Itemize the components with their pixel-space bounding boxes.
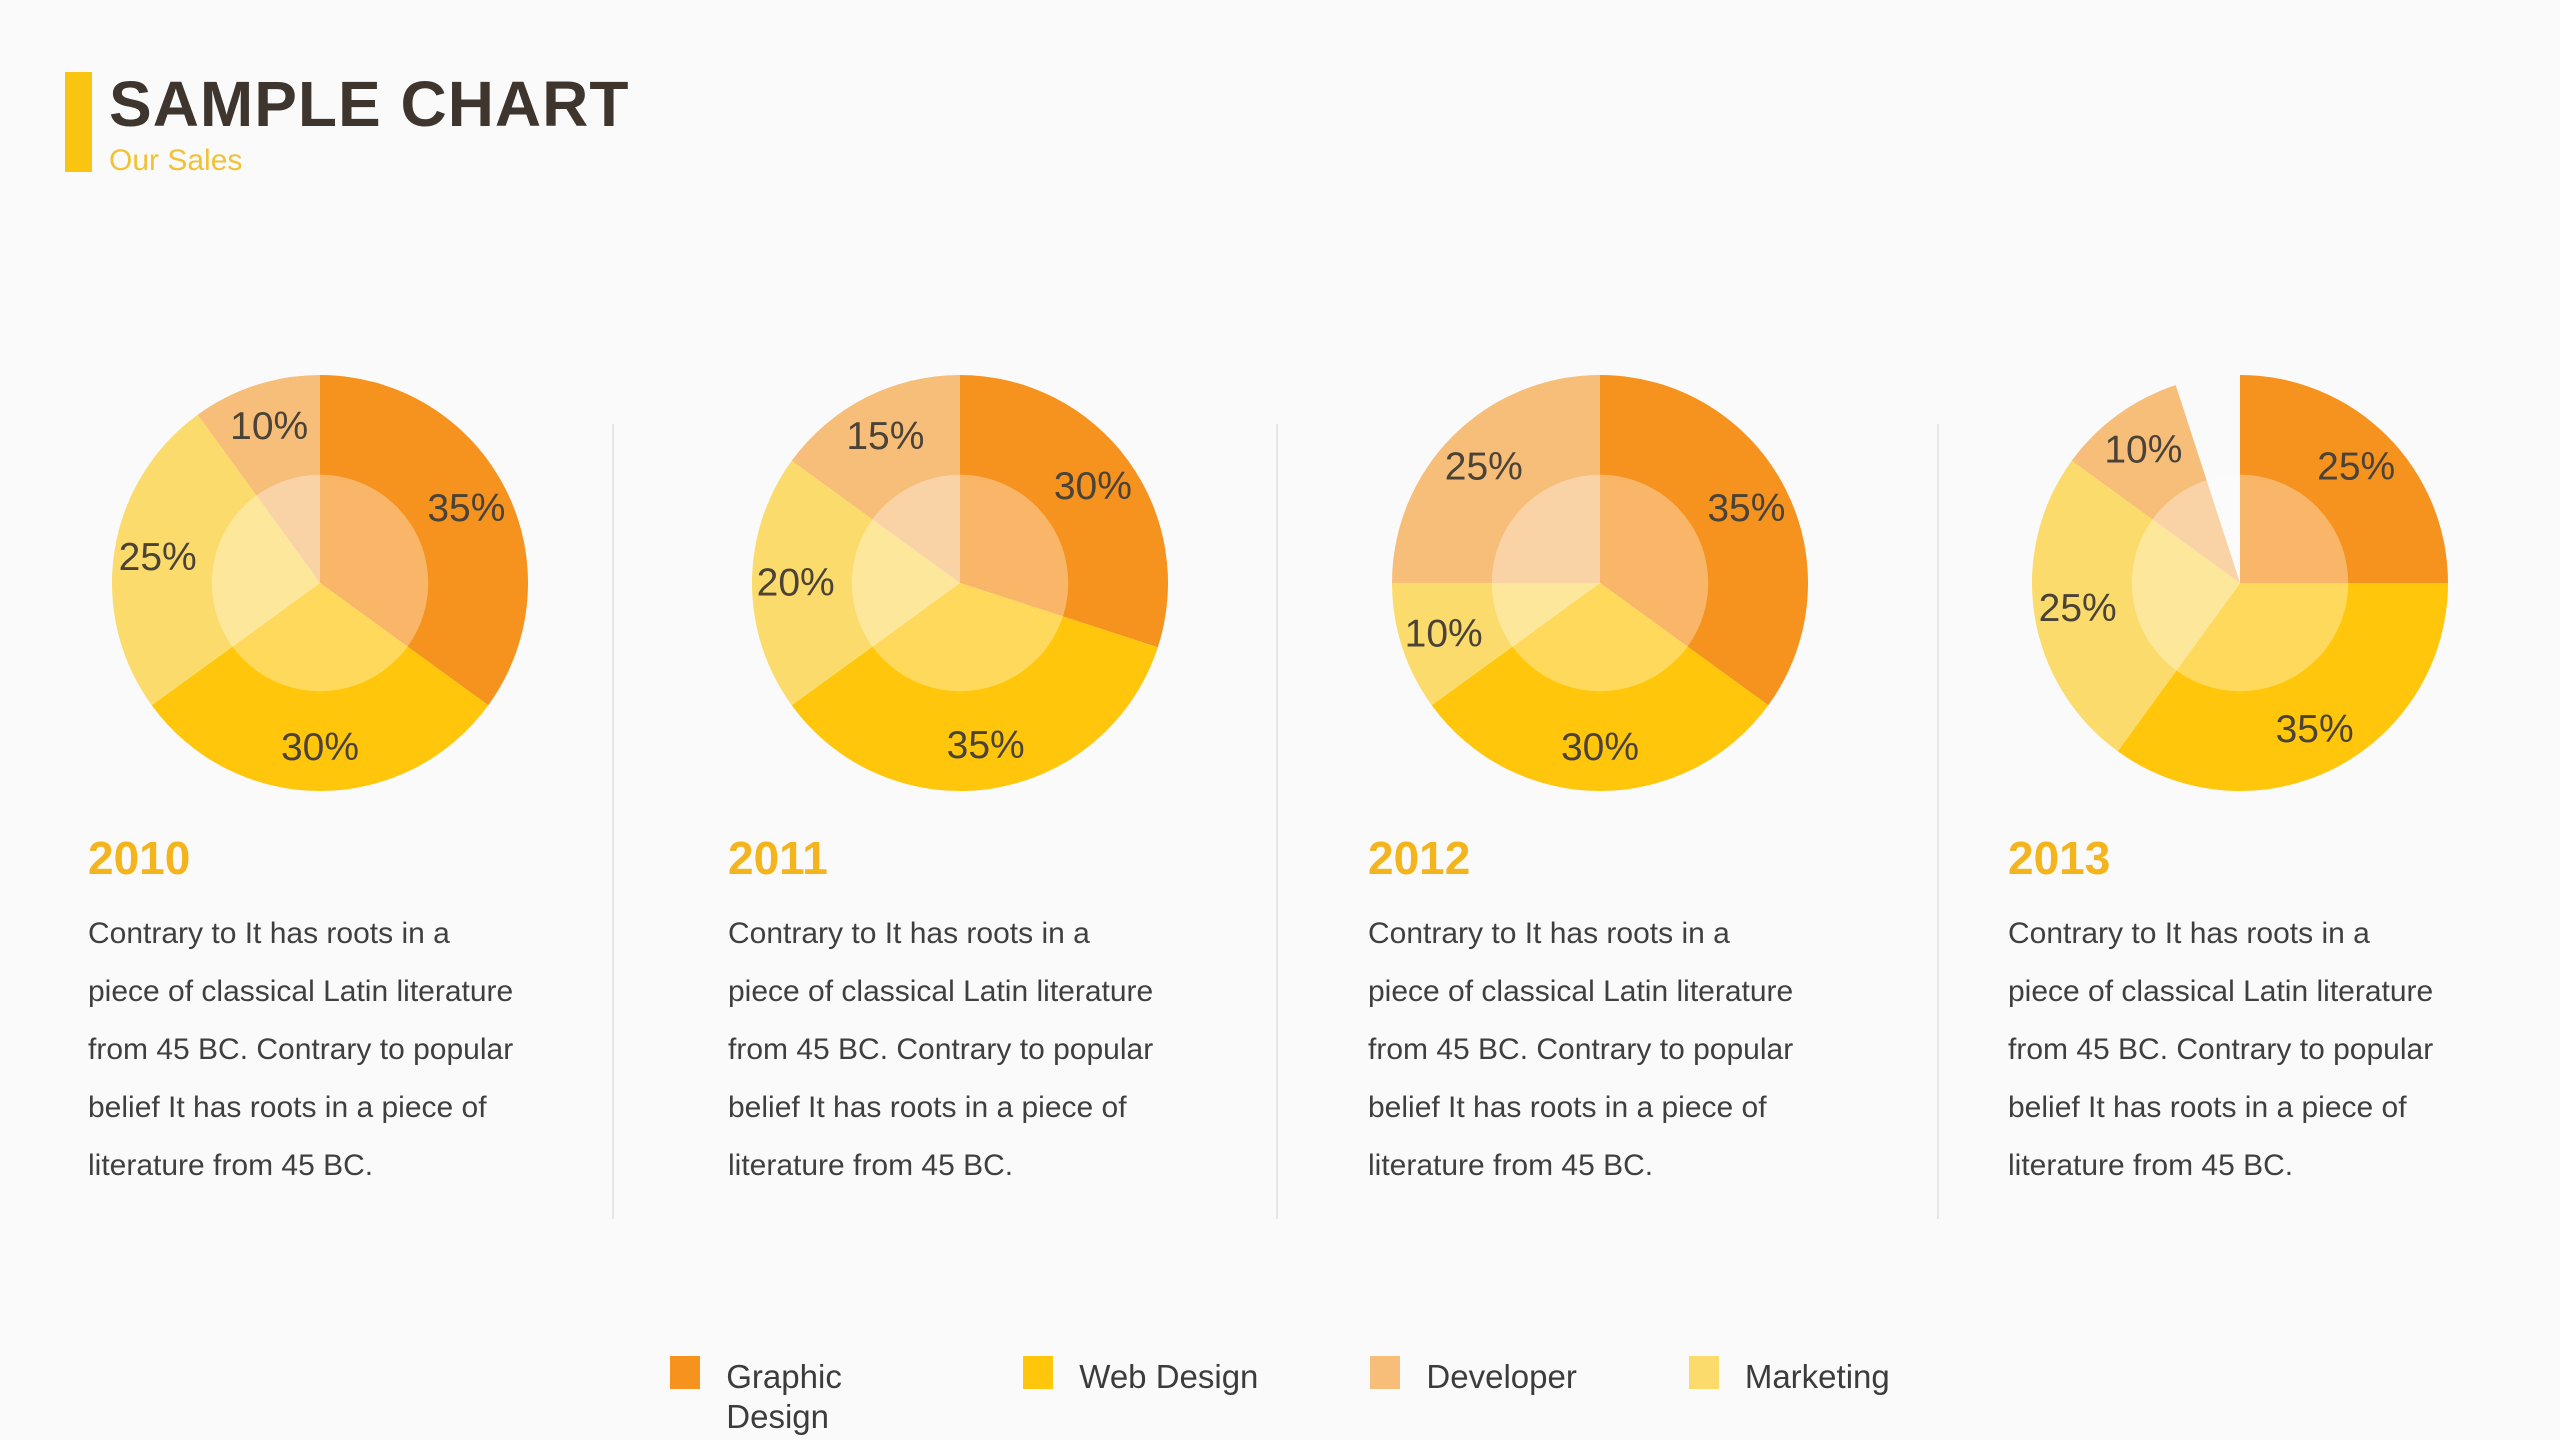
column-divider [1276, 424, 1278, 1219]
svg-text:25%: 25% [119, 536, 197, 579]
legend-label: Developer [1426, 1358, 1577, 1395]
legend-swatch-web-design [1023, 1356, 1054, 1389]
column-text-2010: 2010 Contrary to It has roots in a piece… [0, 835, 640, 1195]
svg-text:10%: 10% [1405, 612, 1483, 655]
year-column-2012: 35% 30% 10% 25% 2012 Contrary to It has roo… [1280, 373, 1920, 1195]
column-divider [612, 424, 614, 1219]
svg-text:30%: 30% [1054, 465, 1132, 508]
page-title: SAMPLE CHART [109, 68, 630, 140]
pie-chart-2013: 25% 35% 25% 10% [2030, 373, 2450, 793]
page-subtitle: Our Sales [109, 144, 243, 177]
svg-text:30%: 30% [1561, 726, 1639, 769]
svg-text:30%: 30% [281, 726, 359, 769]
svg-text:20%: 20% [757, 562, 835, 605]
column-text-2013: 2013 Contrary to It has roots in a piece… [1920, 835, 2560, 1195]
column-text-2012: 2012 Contrary to It has roots in a piece… [1280, 835, 1920, 1195]
svg-text:35%: 35% [1707, 487, 1785, 530]
year-description: Contrary to It has roots in a piece of c… [728, 917, 1154, 1182]
legend-label: Marketing [1744, 1358, 1890, 1395]
legend-item-web-design: Web Design [1023, 1356, 1258, 1397]
title-wrap: SAMPLE CHART Our Sales [109, 72, 629, 178]
year-description: Contrary to It has roots in a piece of c… [2008, 917, 2434, 1182]
svg-text:35%: 35% [2276, 708, 2354, 751]
pie-chart-2011: 30% 35% 20% 15% [750, 373, 1170, 793]
svg-text:15%: 15% [846, 415, 924, 458]
legend-item-graphic-design: Graphic Design [670, 1356, 911, 1436]
legend: Graphic Design Web Design Developer Mark… [0, 1356, 2560, 1436]
chart-columns: 35% 30% 25% 10% 2010 Contrary to It has roo… [0, 373, 2560, 1195]
title-accent-bar [65, 72, 92, 172]
svg-text:10%: 10% [230, 405, 308, 448]
year-column-2010: 35% 30% 25% 10% 2010 Contrary to It has roo… [0, 373, 640, 1195]
year-column-2011: 30% 35% 20% 15% 2011 Contrary to It has roo… [640, 373, 1280, 1195]
legend-item-marketing: Marketing [1688, 1356, 1890, 1397]
year-heading: 2012 [1368, 832, 1471, 884]
year-description: Contrary to It has roots in a piece of c… [1368, 917, 1794, 1182]
svg-text:25%: 25% [2317, 445, 2395, 488]
header: SAMPLE CHART Our Sales [65, 72, 629, 178]
svg-text:35%: 35% [427, 487, 505, 530]
year-heading: 2010 [88, 832, 191, 884]
legend-swatch-developer [1370, 1356, 1401, 1389]
pie-chart-2012: 35% 30% 10% 25% [1390, 373, 1810, 793]
year-column-2013: 25% 35% 25% 10% 2013 Contrary to It has roo… [1920, 373, 2560, 1195]
year-heading: 2013 [2008, 832, 2111, 884]
legend-item-developer: Developer [1370, 1356, 1577, 1397]
svg-text:25%: 25% [2039, 587, 2117, 630]
svg-text:25%: 25% [1445, 445, 1523, 488]
column-text-2011: 2011 Contrary to It has roots in a piece… [640, 835, 1280, 1195]
year-heading: 2011 [728, 832, 828, 884]
pie-chart-2010: 35% 30% 25% 10% [110, 373, 530, 793]
legend-swatch-graphic-design [670, 1356, 701, 1389]
year-description: Contrary to It has roots in a piece of c… [88, 917, 514, 1182]
column-divider [1937, 424, 1939, 1219]
svg-text:10%: 10% [2104, 429, 2182, 472]
legend-label: Graphic Design [726, 1358, 842, 1435]
svg-text:35%: 35% [947, 724, 1025, 767]
legend-label: Web Design [1079, 1358, 1259, 1395]
legend-swatch-marketing [1688, 1356, 1719, 1389]
